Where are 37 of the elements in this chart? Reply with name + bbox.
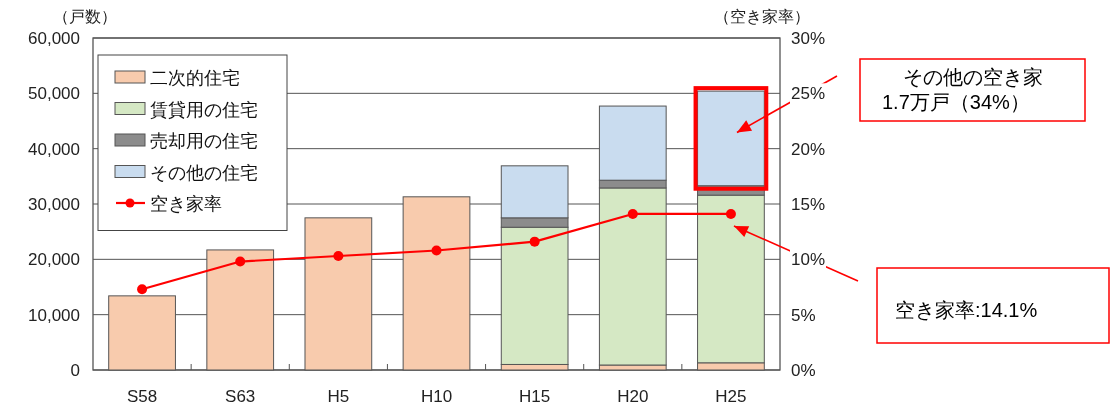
y-axis-title: （戸数） xyxy=(53,8,117,25)
y2-tick-label: 15% xyxy=(791,195,826,214)
legend-label: 売却用の住宅 xyxy=(150,131,258,151)
point xyxy=(333,251,344,262)
y2-tick-label: 20% xyxy=(791,139,826,159)
x-tick-label: H25 xyxy=(715,387,747,406)
point xyxy=(529,236,540,247)
legend-label: 賃貸用の住宅 xyxy=(150,99,258,120)
x-tick-label: H5 xyxy=(327,387,350,406)
y-tick-label: 60,000 xyxy=(28,29,80,48)
point xyxy=(725,208,736,219)
y2-tick-label: 30% xyxy=(791,29,826,48)
point xyxy=(137,284,148,295)
text: 空き家率:14.1% xyxy=(895,299,1038,321)
y2-tick-label: 25% xyxy=(791,84,826,104)
legend-label: 空き家率 xyxy=(150,194,222,214)
y-tick-label: 30,000 xyxy=(28,195,80,214)
x-tick-label: S58 xyxy=(126,387,158,406)
legend-label: その他の住宅 xyxy=(150,162,258,183)
x-tick-label: H10 xyxy=(420,387,453,406)
x-tick-label: S63 xyxy=(225,387,256,406)
point xyxy=(235,256,246,267)
y-tick-label: 0 xyxy=(70,361,80,380)
y2-axis-title: （空き家率） xyxy=(714,8,810,25)
y-tick-label: 40,000 xyxy=(28,139,80,159)
x-tick-label: H20 xyxy=(617,387,649,406)
y2-tick-label: 5% xyxy=(791,305,816,325)
y2-tick-label: 10% xyxy=(791,250,826,270)
point xyxy=(431,245,442,256)
text: その他の空き家 1.7万戸（34%） xyxy=(882,66,1043,113)
legend-label: 二次的住宅 xyxy=(150,68,240,88)
y-tick-label: 20,000 xyxy=(28,250,80,270)
y-tick-label: 10,000 xyxy=(28,305,80,325)
y-tick-label: 50,000 xyxy=(28,84,80,104)
point xyxy=(627,208,638,219)
x-tick-label: H15 xyxy=(519,387,551,406)
y2-tick-label: 0% xyxy=(791,361,816,380)
